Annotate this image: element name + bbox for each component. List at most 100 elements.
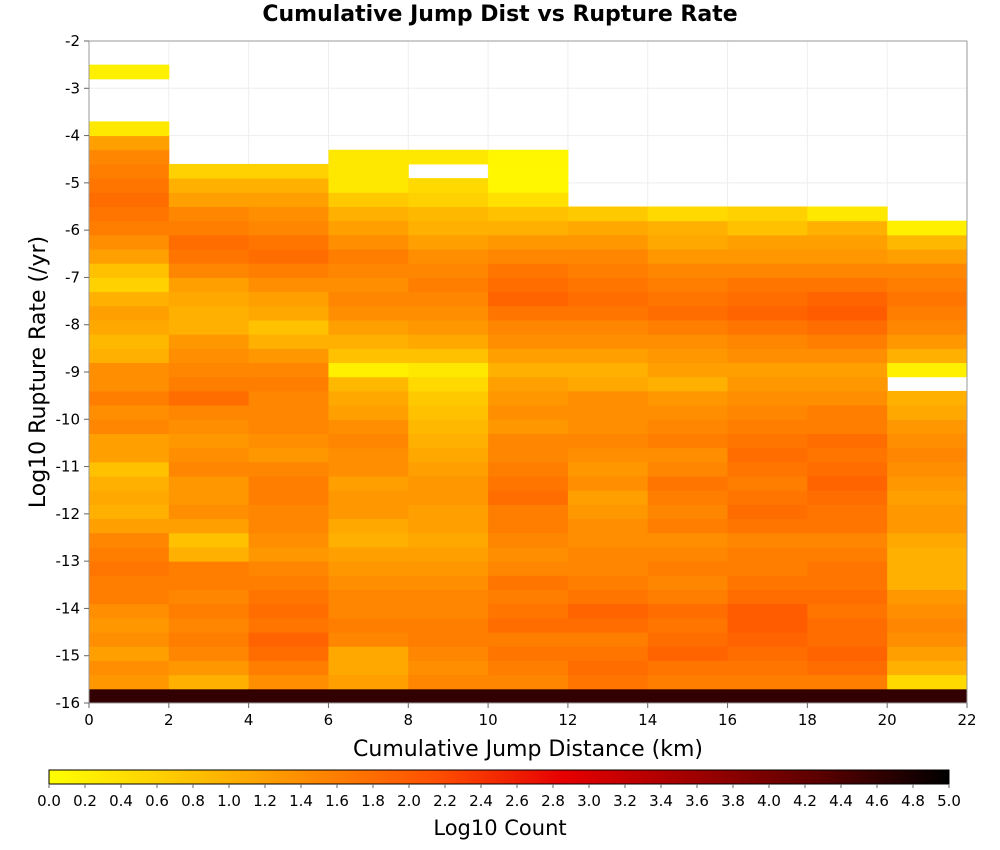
y-tick-label: -13 xyxy=(56,552,81,570)
heatmap-cell xyxy=(727,334,808,349)
heatmap-cell xyxy=(647,319,729,335)
colorbar-tick-label: 2.8 xyxy=(541,792,565,810)
heatmap-cell xyxy=(887,249,968,264)
heatmap-cell xyxy=(727,390,808,406)
heatmap-cell xyxy=(567,249,649,264)
heatmap-cell xyxy=(567,575,649,591)
heatmap-cell xyxy=(807,575,888,591)
heatmap-cell xyxy=(887,575,968,591)
heatmap-cell xyxy=(89,149,170,165)
heatmap-cell xyxy=(727,674,808,690)
heatmap-cell xyxy=(328,234,409,250)
heatmap-cell xyxy=(887,447,968,463)
heatmap-cell xyxy=(567,376,649,392)
heatmap-cell xyxy=(647,305,729,321)
heatmap-cell xyxy=(807,362,888,378)
heatmap-cell xyxy=(567,206,649,222)
heatmap-cell xyxy=(647,646,729,661)
heatmap-cell xyxy=(807,532,888,548)
heatmap-cell xyxy=(488,561,569,576)
heatmap-cell xyxy=(887,490,968,505)
heatmap-cell xyxy=(408,291,489,307)
heatmap-cell xyxy=(408,603,489,619)
x-tick-label: 20 xyxy=(878,711,897,729)
x-tick-label: 2 xyxy=(164,711,174,729)
heatmap-cell xyxy=(408,688,489,704)
heatmap-cell xyxy=(168,646,250,661)
heatmap-cell xyxy=(89,490,170,505)
heatmap-cell xyxy=(168,660,250,676)
heatmap-cell xyxy=(727,433,808,449)
heatmap-cell xyxy=(647,447,729,463)
heatmap-cell xyxy=(807,688,888,704)
heatmap-cell xyxy=(567,490,649,505)
heatmap-cell xyxy=(89,575,170,591)
heatmap-cell xyxy=(807,490,888,505)
heatmap-cell xyxy=(248,405,329,420)
heatmap-cell xyxy=(89,447,170,463)
y-tick-label: -5 xyxy=(65,174,80,192)
heatmap-cell xyxy=(488,348,569,364)
heatmap-cell xyxy=(807,334,888,349)
y-tick-label: -2 xyxy=(65,32,80,50)
heatmap-cell xyxy=(727,376,808,392)
heatmap-cell xyxy=(887,234,968,250)
heatmap-cell xyxy=(89,405,170,420)
heatmap-cell xyxy=(807,291,888,307)
heatmap-cell xyxy=(248,220,329,236)
heatmap-cell xyxy=(887,319,968,335)
colorbar-tick-label: 3.6 xyxy=(685,792,709,810)
heatmap-cell xyxy=(248,575,329,591)
heatmap-cell xyxy=(887,277,968,293)
heatmap-cell xyxy=(567,646,649,661)
heatmap-cell xyxy=(408,149,489,165)
heatmap-cell xyxy=(168,476,250,491)
colorbar-tick-label: 2.4 xyxy=(469,792,493,810)
y-tick-label: -16 xyxy=(56,694,81,712)
x-tick-label: 8 xyxy=(403,711,413,729)
heatmap-cell xyxy=(168,192,250,207)
heatmap-cell xyxy=(89,674,170,690)
heatmap-cell xyxy=(248,603,329,619)
heatmap-cell xyxy=(807,632,888,647)
heatmap-cell xyxy=(807,405,888,420)
heatmap-cell xyxy=(168,589,250,605)
colorbar-tick-label: 0.0 xyxy=(37,792,61,810)
heatmap-cell xyxy=(168,249,250,264)
heatmap-cell xyxy=(488,575,569,591)
heatmap-cell xyxy=(887,589,968,605)
heatmap-cell xyxy=(89,518,170,534)
y-tick-label: -4 xyxy=(65,127,80,145)
heatmap-cell xyxy=(567,660,649,676)
heatmap-cell xyxy=(807,476,888,491)
heatmap-cell xyxy=(807,220,888,236)
heatmap-cell xyxy=(887,646,968,661)
colorbar-tick-label: 0.6 xyxy=(145,792,169,810)
heatmap-cell xyxy=(328,617,409,633)
heatmap-cell xyxy=(248,419,329,434)
colorbar-tick-label: 2.2 xyxy=(433,792,457,810)
colorbar-tick-label: 4.4 xyxy=(829,792,853,810)
heatmap-cell xyxy=(248,632,329,647)
heatmap-cell xyxy=(328,632,409,647)
heatmap-cell xyxy=(647,461,729,477)
heatmap-cell xyxy=(328,589,409,605)
x-tick-label: 12 xyxy=(558,711,577,729)
heatmap-cell xyxy=(488,447,569,463)
heatmap-cell xyxy=(328,277,409,293)
heatmap-cell xyxy=(488,632,569,647)
colorbar-tick-label: 1.0 xyxy=(217,792,241,810)
heatmap-cell xyxy=(727,348,808,364)
heatmap-cell xyxy=(807,263,888,278)
heatmap-cell xyxy=(488,178,569,193)
heatmap-cell xyxy=(328,461,409,477)
heatmap-cell xyxy=(248,504,329,520)
heatmap-cell xyxy=(647,632,729,647)
heatmap-cell xyxy=(488,504,569,520)
heatmap-cell xyxy=(89,206,170,222)
heatmap-cell xyxy=(89,688,170,704)
heatmap-cell xyxy=(89,419,170,434)
heatmap-cell xyxy=(248,546,329,562)
heatmap-cell xyxy=(408,405,489,420)
